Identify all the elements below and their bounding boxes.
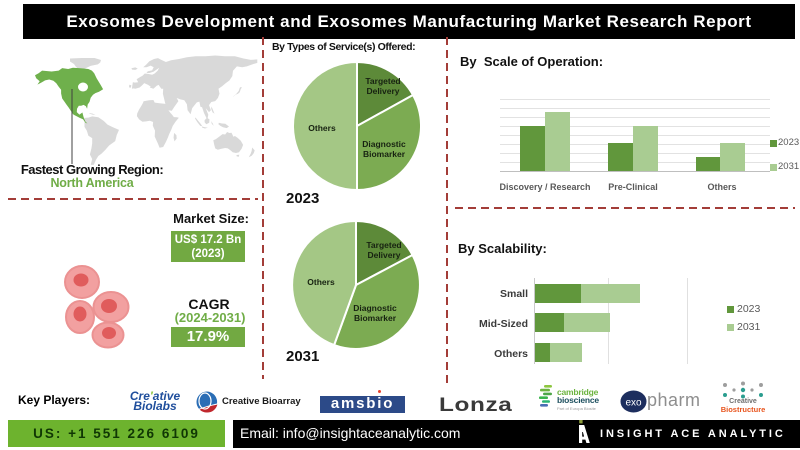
- svg-text:exo: exo: [625, 398, 642, 409]
